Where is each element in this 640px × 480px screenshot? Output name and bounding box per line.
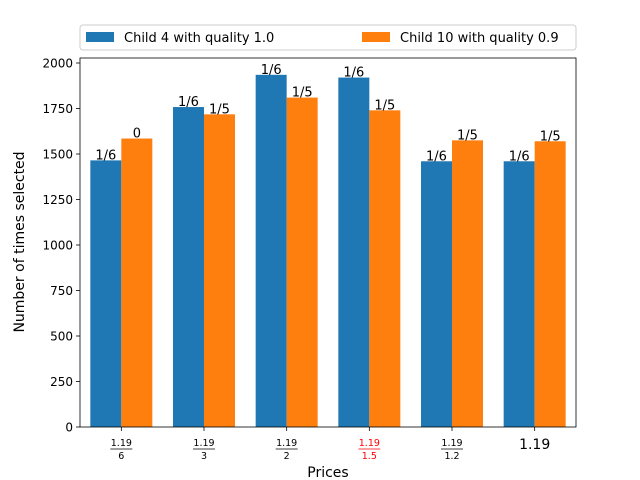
bar-label-series2-cat6: 1/5 bbox=[540, 129, 561, 144]
bar-label-series1-cat3: 1/6 bbox=[261, 63, 282, 78]
bar-series1-cat5 bbox=[421, 161, 452, 427]
x-tick-denominator: 1.5 bbox=[362, 451, 377, 462]
legend-label-series1: Child 4 with quality 1.0 bbox=[124, 31, 274, 46]
bar-series1-cat4 bbox=[338, 77, 370, 427]
bar-label-series1-cat2: 1/6 bbox=[178, 95, 199, 110]
x-axis-label: Prices bbox=[307, 465, 348, 480]
bar-series1-cat1 bbox=[90, 160, 122, 427]
x-tick-label: 1.19 6 bbox=[110, 438, 133, 462]
legend: Child 4 with quality 1.0 Child 10 with qu… bbox=[79, 24, 577, 51]
y-axis-label: Number of times selected bbox=[12, 151, 28, 332]
y-tick-label: 750 bbox=[50, 284, 73, 298]
bar-series2-cat3 bbox=[286, 97, 318, 427]
plot-frame bbox=[79, 57, 577, 428]
bar-label-series2-cat1: 0 bbox=[133, 127, 141, 142]
x-tick-label: 1.19 2 bbox=[275, 438, 298, 462]
x-tick-numerator: 1.19 bbox=[441, 438, 462, 449]
bar-label-series2-cat5: 1/5 bbox=[457, 128, 478, 143]
y-tick-label: 1750 bbox=[42, 102, 73, 116]
bars bbox=[90, 74, 566, 427]
bar-series1-cat6 bbox=[503, 161, 535, 427]
y-axis: 0 250 500 750 1000 1250 1500 1750 2000 bbox=[42, 57, 80, 435]
x-tick-label: 1.19 1.5 bbox=[358, 438, 381, 462]
bar-label-series1-cat4: 1/6 bbox=[343, 66, 364, 81]
y-tick-label: 1250 bbox=[42, 193, 73, 207]
x-axis: 1.19 6 1.19 3 1.19 2 1.19 1.5 1.19 1.2 1.19 bbox=[110, 427, 550, 462]
bar-label-series2-cat3: 1/5 bbox=[292, 86, 313, 101]
bar-label-series1-cat1: 1/6 bbox=[95, 148, 116, 163]
y-tick-label: 0 bbox=[65, 421, 73, 435]
bar-series2-cat1 bbox=[121, 138, 153, 427]
y-tick-label: 2000 bbox=[42, 57, 73, 71]
y-tick-label: 250 bbox=[50, 375, 73, 389]
bar-series1-cat2 bbox=[173, 107, 204, 427]
bar-label-series1-cat6: 1/6 bbox=[509, 149, 530, 164]
bar-series2-cat4 bbox=[369, 110, 401, 427]
x-tick-numerator: 1.19 bbox=[193, 438, 214, 449]
x-tick-label: 1.19 bbox=[519, 437, 550, 453]
legend-label-series2: Child 10 with quality 0.9 bbox=[400, 31, 559, 46]
x-tick-denominator: 2 bbox=[284, 451, 290, 462]
x-tick-denominator: 3 bbox=[201, 451, 207, 462]
bar-label-series2-cat2: 1/5 bbox=[209, 102, 230, 117]
x-tick-numerator: 1.19 bbox=[276, 438, 297, 449]
y-tick-label: 500 bbox=[50, 330, 73, 344]
x-tick-denominator: 6 bbox=[118, 451, 124, 462]
x-tick-numerator: 1.19 bbox=[111, 438, 132, 449]
x-tick-numerator: 1.19 bbox=[359, 438, 380, 449]
legend-swatch-series2 bbox=[362, 32, 390, 42]
bar-series2-cat5 bbox=[452, 140, 483, 427]
plot-area bbox=[80, 58, 576, 427]
bar-label-series2-cat4: 1/5 bbox=[374, 98, 395, 113]
bar-series1-cat3 bbox=[255, 74, 287, 427]
x-tick-label: 1.19 3 bbox=[193, 438, 215, 462]
legend-frame bbox=[79, 24, 577, 51]
bar-series2-cat2 bbox=[204, 114, 235, 427]
bar-labels: 1/6 1/6 1/6 1/6 1/6 1/6 0 1/5 1/5 1/5 1/5 1/5 bbox=[95, 63, 560, 164]
bar-label-series1-cat5: 1/6 bbox=[426, 149, 447, 164]
y-tick-label: 1000 bbox=[42, 239, 73, 253]
x-tick-denominator: 1.2 bbox=[444, 451, 459, 462]
x-tick-label: 1.19 1.2 bbox=[441, 438, 463, 462]
legend-swatch-series1 bbox=[86, 32, 114, 42]
bar-series2-cat6 bbox=[534, 141, 566, 427]
y-tick-label: 1500 bbox=[42, 148, 73, 162]
